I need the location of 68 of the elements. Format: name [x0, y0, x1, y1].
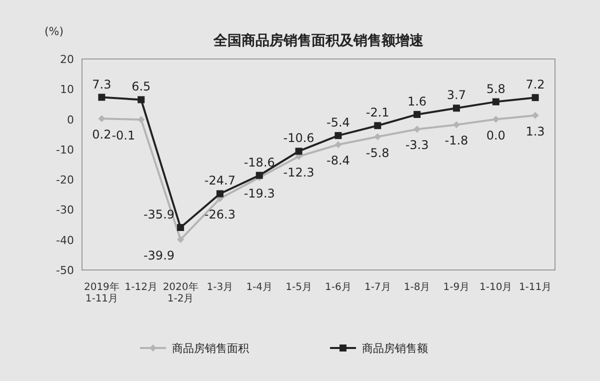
- x-tick-label: 1-4月: [246, 282, 273, 293]
- point: [492, 116, 500, 123]
- point: [138, 116, 145, 124]
- data-label: 7.2: [526, 78, 545, 92]
- y-tick-label: -30: [56, 204, 74, 217]
- data-label: -0.1: [112, 128, 136, 143]
- point: [98, 94, 106, 101]
- point: [532, 94, 539, 102]
- point: [532, 112, 539, 119]
- x-tick-label: 1-6月: [325, 282, 352, 293]
- x-tick-label: 1-8月: [404, 282, 430, 293]
- x-tick-label: 1-10月: [480, 282, 512, 293]
- legend-label: 商品房销售额: [362, 342, 428, 355]
- point: [334, 141, 342, 148]
- data-label: -24.7: [204, 174, 236, 188]
- x-tick-label: 2019年 1-11月: [84, 281, 120, 304]
- point: [492, 98, 500, 106]
- point: [334, 132, 342, 140]
- data-label: 0.2: [92, 128, 112, 142]
- point: [177, 236, 184, 244]
- y-tick-label: -50: [56, 264, 74, 277]
- data-label: -5.8: [366, 146, 390, 160]
- y-axis-title: (%): [44, 25, 64, 38]
- data-label: -3.3: [405, 138, 429, 152]
- data-label: 1.6: [407, 94, 427, 108]
- point: [295, 148, 302, 155]
- point: [374, 133, 382, 140]
- data-label: 1.3: [526, 124, 545, 138]
- x-tick-label: 2020年 1-2月: [162, 281, 198, 304]
- data-label: -10.6: [283, 131, 314, 146]
- y-tick-label: 10: [60, 83, 74, 96]
- point: [138, 96, 145, 104]
- chart-title: 全国商品房销售面积及销售额增速: [212, 32, 424, 49]
- point: [177, 224, 184, 231]
- point: [414, 110, 421, 118]
- data-label: 5.8: [486, 82, 506, 96]
- data-label: -2.1: [366, 106, 390, 120]
- y-tick-label: -40: [56, 234, 74, 247]
- data-label: -19.3: [244, 186, 275, 200]
- x-tick-label: 1-12月: [124, 282, 158, 293]
- data-label: -1.8: [444, 134, 468, 148]
- x-tick-label: 1-7月: [364, 282, 391, 293]
- point: [452, 104, 460, 112]
- y-tick-label: 0: [67, 113, 74, 126]
- data-label: 7.3: [92, 77, 112, 92]
- y-tick-label: -10: [56, 143, 74, 156]
- x-tick-label: 1-3月: [206, 282, 234, 293]
- data-label: 0.0: [486, 128, 506, 142]
- point: [98, 115, 106, 122]
- data-label: -12.3: [283, 165, 314, 180]
- data-label: -8.4: [326, 154, 350, 168]
- legend-label: 商品房销售面积: [172, 342, 249, 355]
- y-tick-label: -20: [56, 174, 74, 187]
- point: [374, 122, 382, 130]
- data-label: -5.4: [326, 116, 350, 130]
- y-tick-label: 20: [60, 53, 74, 66]
- point: [414, 126, 421, 133]
- data-label: -26.3: [204, 208, 236, 222]
- data-label: -39.9: [143, 248, 175, 263]
- x-tick-label: 1-11月: [518, 282, 552, 293]
- data-label: 6.5: [132, 80, 151, 94]
- point: [216, 190, 224, 198]
- point: [452, 121, 460, 128]
- x-tick-label: 1-9月: [443, 282, 470, 293]
- x-tick-label: 1-5月: [286, 282, 312, 293]
- data-label: 3.7: [446, 88, 466, 102]
- data-label: -35.9: [143, 208, 175, 222]
- data-label: -18.6: [244, 155, 275, 170]
